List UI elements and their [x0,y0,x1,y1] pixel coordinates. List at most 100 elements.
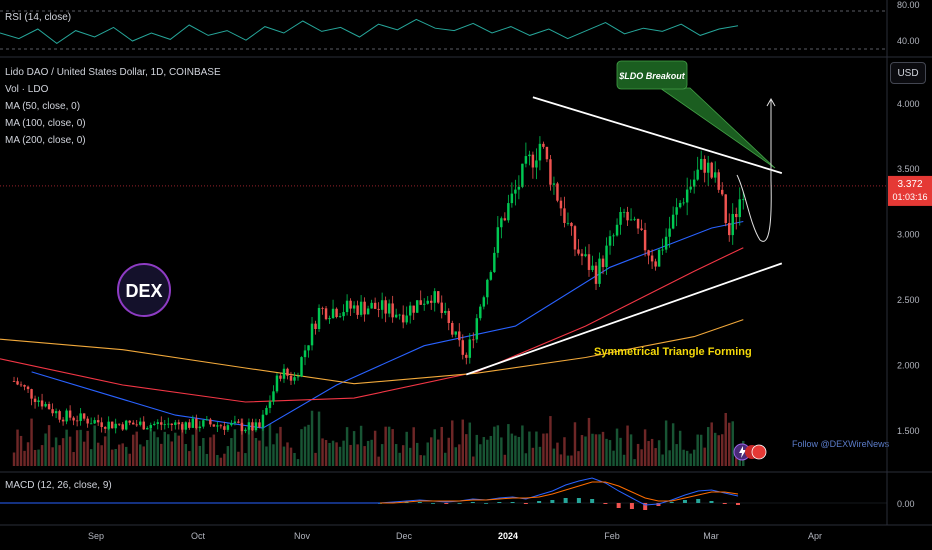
volume-bar [209,437,212,466]
candle-body [110,421,114,429]
candle-body [577,249,580,254]
candle-body [447,310,450,323]
volume-bar [650,438,654,466]
candle-body [258,422,261,428]
volume-bar [380,444,384,466]
candle-body [40,400,44,407]
volume-bar [500,437,503,466]
volume-bar [629,434,633,466]
volume-bar [54,437,58,466]
macd-histogram-bar [616,503,621,508]
volume-bar [552,448,556,466]
candle-body [486,279,489,298]
candle-body [699,158,703,170]
volume-bar [612,450,615,466]
volume-bar [219,457,223,466]
volume-bar [563,437,566,466]
volume-bar [135,431,138,466]
candle-body [107,421,110,429]
follow-watermark: Follow @DEXWireNews [792,439,890,449]
candle-body [181,424,184,430]
volume-bar [549,416,552,466]
volume-bar [244,453,247,466]
volume-bar [156,437,159,466]
volume-bar [160,443,163,466]
volume-bar [422,455,426,466]
candle-body [335,308,338,318]
volume-bar [261,425,265,466]
volume-bar [444,452,447,466]
us-flag-event-icon-2[interactable] [751,444,767,460]
volume-bar [419,455,422,466]
candle-body [461,340,465,355]
candle-body [345,300,349,313]
volume-bar [195,423,198,466]
candle-body [394,314,398,318]
candle-body [303,350,307,358]
price-tick: 4.000 [897,99,920,109]
event-icons[interactable] [733,443,767,461]
volume-bar [324,440,328,466]
volume-bar [524,453,528,466]
volume-bar [440,426,443,466]
volume-bar [608,440,612,466]
candle-body [103,426,107,429]
candle-body [559,200,563,209]
volume-bar [535,431,538,466]
candle-body [142,421,145,430]
volume-bar [103,436,107,466]
volume-bar [408,447,412,466]
candle-body [338,316,342,318]
candle-body [412,305,415,313]
candle-body [587,254,591,270]
volume-bar [514,435,517,466]
candle-body [538,143,542,161]
macd-histogram-bar [523,503,528,504]
macd-histogram-bar [696,499,701,503]
candle-body [706,162,710,173]
volume-bar [370,439,373,466]
candle-body [68,410,72,418]
candle-body [174,422,177,425]
volume-bar [731,421,734,466]
candle-body [552,183,556,185]
volume-bar [482,437,486,466]
volume-bar [33,449,37,466]
volume-bar [384,426,387,466]
time-label-feb: Feb [604,531,620,541]
candle-body [601,258,605,268]
volume-bar [314,452,317,466]
candle-body [517,186,521,190]
price-tick: 2.000 [897,360,920,370]
volume-bar [268,423,272,466]
volume-bar [93,425,96,466]
volume-bar [531,447,535,466]
volume-bar [430,437,433,466]
candle-body [507,203,510,221]
volume-bar [720,434,724,466]
candle-body [128,420,131,423]
currency-button[interactable]: USD [890,62,926,84]
candle-body [89,423,93,425]
volume-bar [272,444,275,466]
candle-body [177,422,181,425]
macd-histogram-bar [484,503,489,504]
macd-histogram-bar [603,503,608,504]
candle-body [636,218,640,229]
volume-bar [191,434,195,466]
volume-bar [538,446,542,466]
volume-bar [58,445,61,466]
volume-bar [328,442,331,466]
volume-bar [44,433,47,466]
candle-body [528,154,531,157]
volume-bar [412,427,415,466]
macd-histogram-bar [576,498,581,503]
candle-body [282,368,286,379]
macd-histogram-bar [656,503,661,506]
candle-body [657,249,661,267]
volume-bar [230,438,233,466]
candle-body [563,208,566,223]
volume-bar [72,452,75,466]
volume-bar [153,431,156,466]
